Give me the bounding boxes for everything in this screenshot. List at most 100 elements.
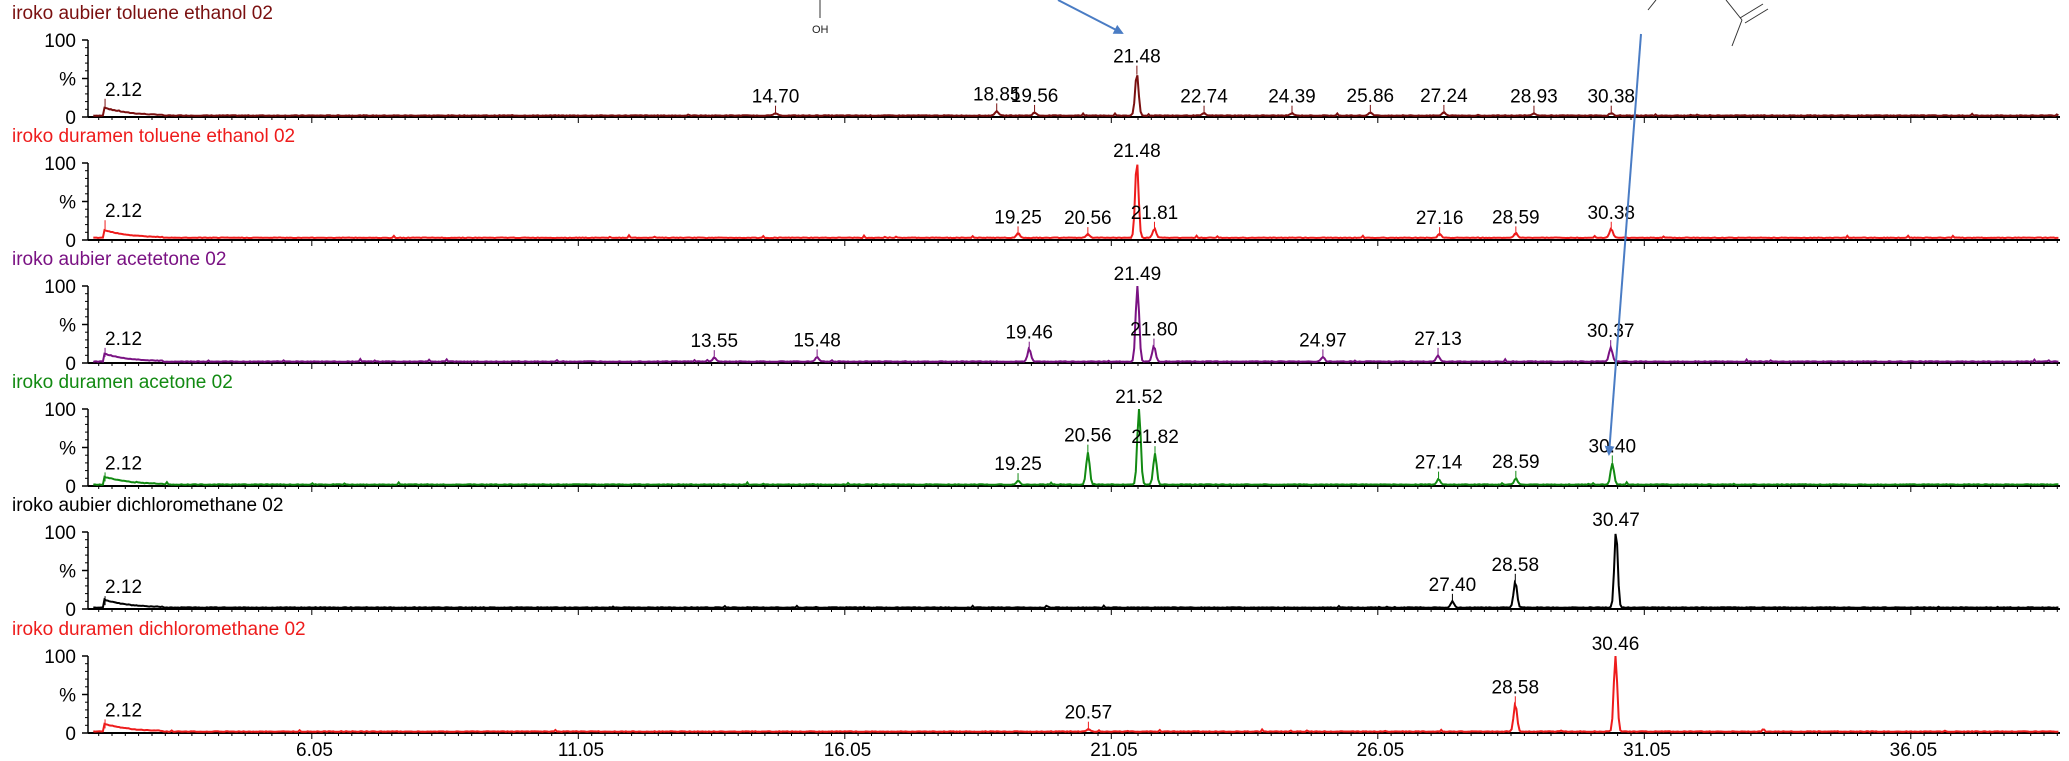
panel-title: iroko aubier dichloromethane 02	[12, 495, 283, 516]
peak-label: 24.97	[1299, 330, 1347, 351]
peak-label: 28.58	[1492, 555, 1540, 576]
y-tick-label: %	[59, 562, 76, 583]
peak-label: 30.46	[1592, 634, 1640, 655]
panel-5: iroko aubier dichloromethane 02 100% 0 2.12…	[12, 495, 2060, 621]
peak-label: 2.12	[105, 453, 142, 474]
overlay-annotations: OH	[812, 0, 1769, 456]
peak-label: 27.40	[1429, 575, 1477, 596]
x-tick-label: 21.05	[1090, 740, 1138, 761]
peak-label: 19.25	[994, 454, 1042, 475]
x-tick-label: 6.05	[296, 740, 333, 761]
peak-label: 30.38	[1587, 87, 1635, 108]
arrow-to-peak-21-48	[1057, 0, 1124, 34]
arrow-to-peak-30-40	[1604, 33, 1642, 456]
x-minor-ticks	[98, 733, 2058, 739]
peak-label: 19.56	[1011, 86, 1059, 107]
y-tick-label: 0	[65, 600, 76, 621]
peak-label: 27.14	[1415, 453, 1463, 474]
peak-label: 30.40	[1589, 436, 1637, 457]
peak-label: 30.38	[1587, 203, 1635, 224]
x-minor-ticks	[98, 117, 2058, 123]
peak-label: 20.56	[1064, 208, 1112, 229]
panel-title: iroko duramen dichloromethane 02	[12, 619, 306, 640]
panel-2: iroko duramen toluene ethanol 02 100% 0 2.1…	[12, 126, 2060, 252]
y-tick-label: %	[59, 316, 76, 337]
peak-label: 21.48	[1113, 141, 1161, 162]
peak-label: 21.49	[1114, 264, 1162, 285]
peak-label: 24.39	[1268, 87, 1316, 108]
panel-title: iroko duramen toluene ethanol 02	[12, 126, 295, 147]
x-minor-ticks	[98, 486, 2058, 492]
peak-label: 28.58	[1492, 677, 1540, 698]
peak-label: 2.12	[105, 700, 142, 721]
peak-label: 28.59	[1492, 207, 1540, 228]
x-tick-label: 16.05	[824, 740, 872, 761]
peak-label: 18.85	[973, 84, 1021, 105]
trace-line	[93, 408, 2059, 486]
peak-label: 21.82	[1131, 427, 1179, 448]
molecule-bond-line-5	[1731, 19, 1743, 47]
y-tick-label: 0	[65, 724, 76, 745]
y-tick-label: 100	[44, 154, 76, 175]
y-tick-label: 100	[44, 277, 76, 298]
panel-1: iroko aubier toluene ethanol 02 100% 0 2.12…	[12, 3, 2060, 129]
panel-title: iroko aubier toluene ethanol 02	[12, 3, 273, 24]
peak-label: 19.25	[994, 207, 1042, 228]
oh-group-label: OH	[812, 24, 829, 36]
y-tick-label: 0	[65, 108, 76, 129]
y-tick-label: 100	[44, 523, 76, 544]
y-tick-label: 0	[65, 477, 76, 498]
trace-line	[93, 164, 2059, 240]
peak-label: 21.80	[1130, 320, 1178, 341]
peak-label: 20.56	[1064, 426, 1112, 447]
y-tick-label: 0	[65, 354, 76, 375]
peak-label: 28.59	[1492, 452, 1540, 473]
y-tick-label: 100	[44, 31, 76, 52]
y-tick-label: 0	[65, 231, 76, 252]
peak-label: 21.48	[1113, 47, 1161, 68]
y-tick-label: 100	[44, 400, 76, 421]
peak-label: 27.16	[1416, 208, 1464, 229]
trace-line	[93, 285, 2059, 363]
x-tick-label: 36.05	[1890, 740, 1938, 761]
molecule-bond-line-2	[1647, 0, 1657, 11]
panel-6: iroko duramen dichloromethane 02 100% 0 2.1…	[12, 619, 2060, 745]
y-tick-label: %	[59, 70, 76, 91]
peak-label: 27.13	[1414, 329, 1462, 350]
panel-title: iroko aubier acetetone 02	[12, 249, 226, 270]
x-tick-label: 11.05	[558, 740, 604, 761]
molecule-bond-line-4	[1744, 8, 1769, 24]
y-tick-label: %	[59, 193, 76, 214]
chromatogram-panels: iroko aubier toluene ethanol 02 100% 0 2.12…	[12, 3, 2060, 761]
peak-label: 22.74	[1180, 87, 1228, 108]
x-minor-ticks	[98, 363, 2058, 369]
peak-label: 15.48	[793, 330, 841, 351]
peak-label: 2.12	[105, 201, 142, 222]
peak-label: 25.86	[1347, 86, 1395, 107]
panel-title: iroko duramen acetone 02	[12, 372, 233, 393]
peak-label: 2.12	[105, 329, 142, 350]
peak-label: 30.37	[1587, 321, 1635, 342]
x-minor-ticks	[98, 609, 2058, 615]
peak-label: 21.81	[1131, 203, 1179, 224]
peak-label: 2.12	[105, 80, 142, 101]
y-tick-label: 100	[44, 647, 76, 668]
trace-line	[93, 533, 2059, 609]
peak-label: 13.55	[690, 331, 738, 352]
peak-label: 19.46	[1005, 323, 1053, 344]
molecule-bond-line-6	[1725, 0, 1743, 21]
peak-label: 14.70	[752, 87, 800, 108]
molecule-bond-line-3	[1739, 3, 1764, 19]
peak-label: 20.57	[1065, 703, 1113, 724]
peak-label: 28.93	[1510, 87, 1558, 108]
y-tick-label: %	[59, 439, 76, 460]
peak-label: 30.47	[1592, 510, 1640, 531]
x-minor-ticks	[98, 240, 2058, 246]
peak-label: 27.24	[1420, 86, 1468, 107]
x-tick-label: 26.05	[1357, 740, 1405, 761]
trace-line	[93, 75, 2059, 117]
x-tick-label: 31.05	[1623, 740, 1671, 761]
trace-line	[93, 655, 2059, 733]
panel-3: iroko aubier acetetone 02 100% 0 2.12 13.55 1…	[12, 249, 2060, 375]
